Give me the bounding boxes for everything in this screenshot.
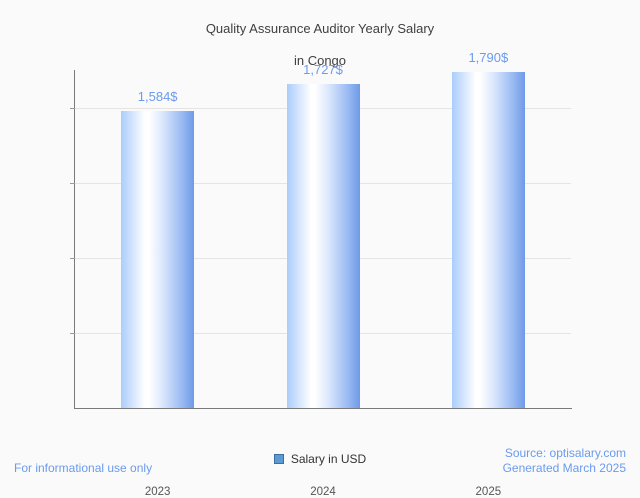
x-axis-line — [74, 408, 572, 409]
y-axis-tick-mark — [70, 182, 75, 184]
chart-title-line-2: in Congo — [293, 53, 347, 68]
bar-2024[interactable] — [286, 83, 360, 408]
bar-value-label-2023: 1,584$ — [137, 88, 178, 104]
plot-area: 400800120016001,584$20231,727$20241,790$… — [70, 50, 571, 498]
y-axis-tick-mark — [70, 107, 75, 109]
x-axis-tick-label-2024: 2024 — [310, 486, 336, 498]
source-label: Source: optisalary.com — [504, 446, 626, 460]
page-title: Quality Assurance Auditor Yearly Salary … — [0, 5, 640, 69]
y-axis-tick-mark — [70, 257, 75, 259]
x-axis-tick-label-2025: 2025 — [475, 486, 502, 498]
disclaimer-note: For informational use only — [14, 461, 153, 475]
legend-item-label: Salary in USD — [290, 452, 367, 466]
source-block: Source: optisalary.com Generated March 2… — [503, 446, 626, 476]
bar-2025[interactable] — [451, 71, 525, 408]
legend-swatch-icon — [273, 454, 284, 464]
x-axis-tick-label-2023: 2023 — [144, 486, 171, 498]
bar-2023[interactable] — [121, 110, 195, 408]
chart-title-line-1: Quality Assurance Auditor Yearly Salary — [205, 21, 435, 36]
y-axis-tick-mark — [70, 332, 75, 334]
y-axis-line — [74, 70, 75, 409]
bar-value-label-2025: 1,790$ — [468, 49, 509, 65]
chart-legend: Salary in USD — [0, 452, 640, 466]
generated-date-label: Generated March 2025 — [502, 461, 626, 475]
bar-value-label-2024: 1,727$ — [303, 61, 343, 77]
